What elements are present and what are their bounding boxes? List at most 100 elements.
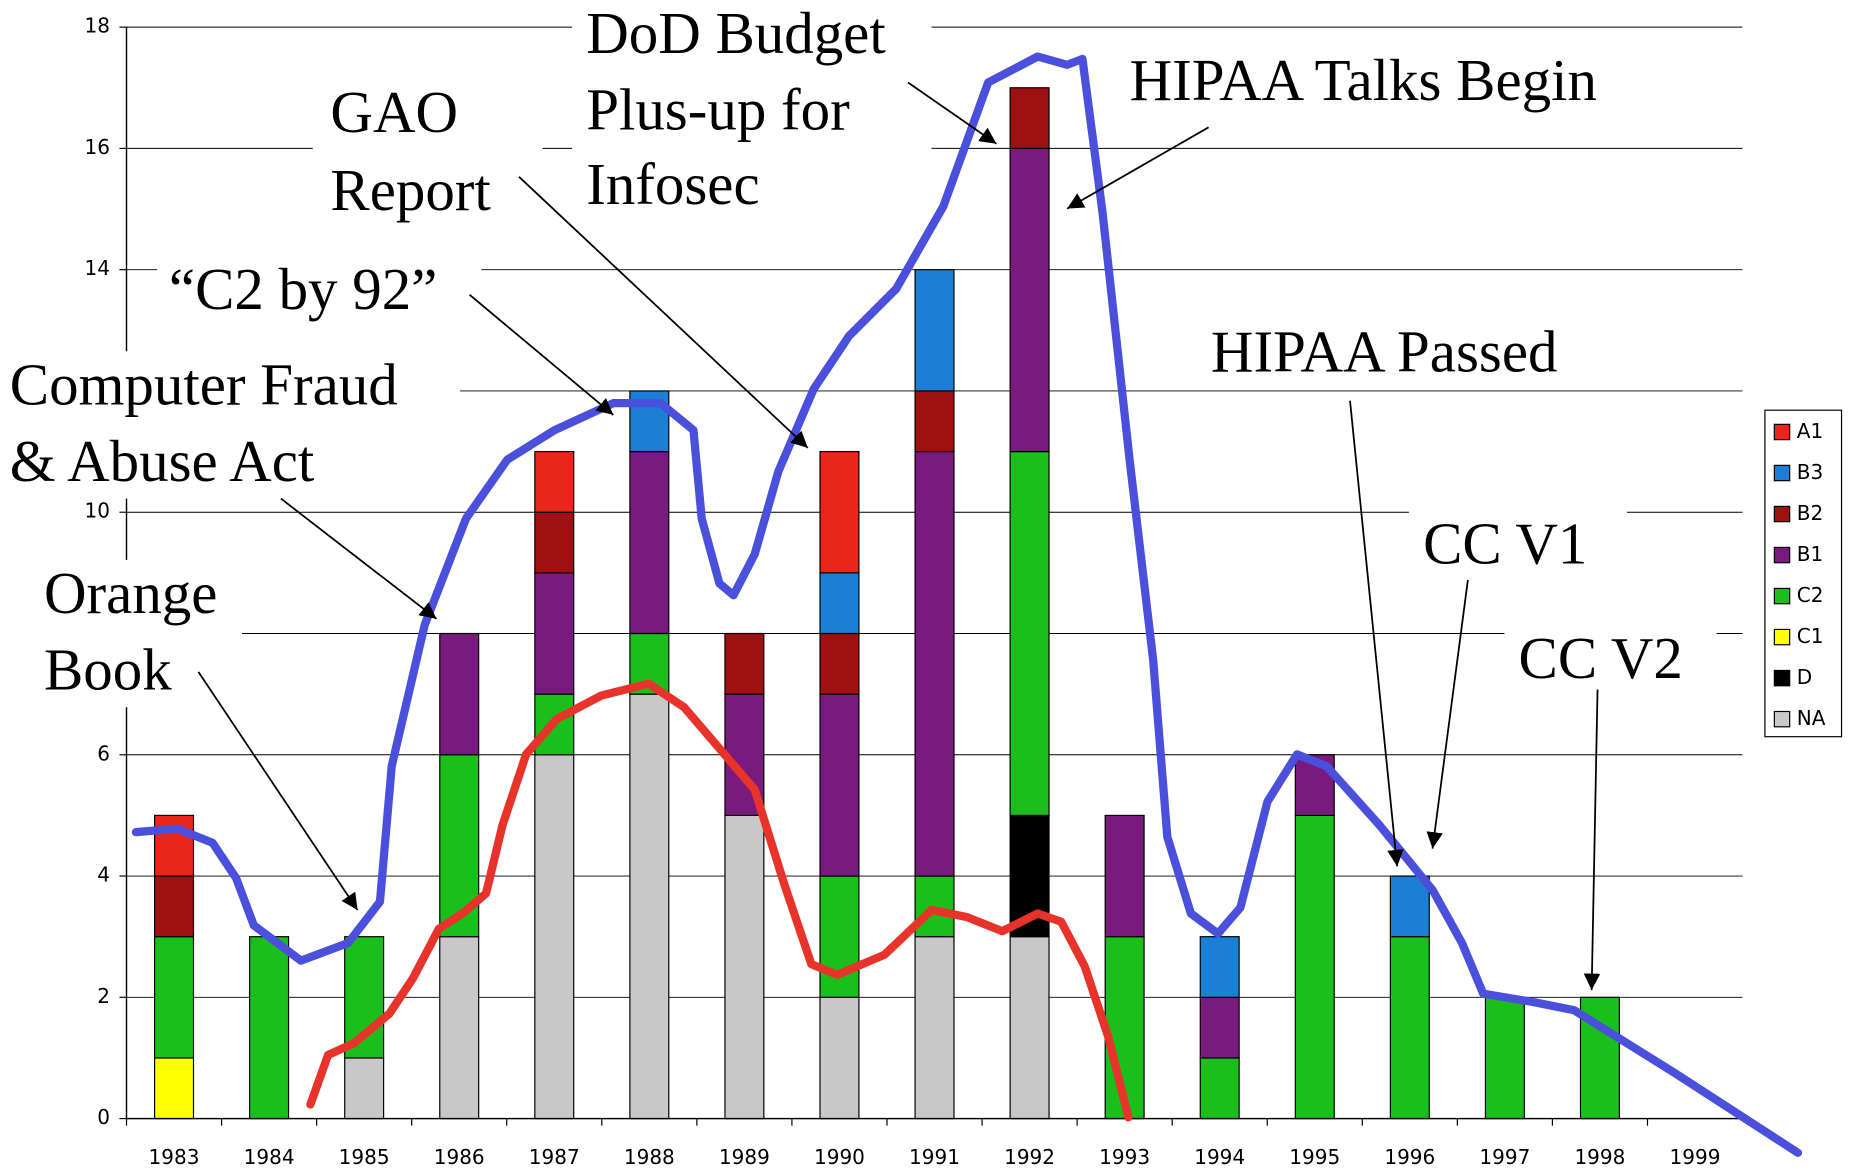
- x-tick-label: 1988: [624, 1145, 675, 1169]
- x-tick-label: 1997: [1479, 1145, 1530, 1169]
- red-curve: [306, 679, 1133, 1122]
- bar-segment: [1199, 996, 1240, 1059]
- bars: [154, 87, 1620, 1120]
- bar-segment: [1199, 1057, 1240, 1120]
- x-tick-label: 1998: [1574, 1145, 1625, 1169]
- legend-label: D: [1797, 665, 1812, 689]
- x-tick-label: 1983: [149, 1145, 200, 1169]
- annotation: Report: [330, 157, 491, 223]
- x-tick-label: 1986: [434, 1145, 485, 1169]
- y-tick-label: 2: [97, 984, 110, 1008]
- bar-segment: [154, 1057, 195, 1120]
- bar-segment: [914, 390, 955, 453]
- y-tick-label: 6: [97, 741, 110, 765]
- y-tick-label: 14: [85, 256, 110, 280]
- y-tick-label: 0: [97, 1105, 110, 1129]
- axis-labels: 0246810121416181983198419851986198719881…: [85, 14, 1721, 1170]
- bar-segment: [154, 875, 195, 938]
- annotation: CC V2: [1519, 625, 1683, 691]
- x-tick-label: 1995: [1289, 1145, 1340, 1169]
- annotation: Infosec: [586, 151, 759, 217]
- arrow: [1349, 400, 1404, 867]
- annotation: Plus-up for: [586, 77, 850, 143]
- bar-segment: [1294, 814, 1335, 1120]
- arrow: [1066, 126, 1210, 210]
- bar-segment: [914, 450, 955, 877]
- arrow: [197, 671, 359, 911]
- legend-swatch: [1773, 669, 1791, 687]
- bar-segment: [534, 450, 575, 513]
- annotation-box: [1193, 318, 1616, 389]
- legend-label: NA: [1797, 706, 1826, 730]
- y-tick-label: 4: [97, 863, 110, 887]
- bar-segment: [534, 754, 575, 1120]
- bar-segment: [1009, 87, 1050, 149]
- annotation-box: [1114, 47, 1657, 118]
- bar-segment: [1009, 936, 1050, 1120]
- bar-segment: [819, 572, 860, 635]
- legend-label: A1: [1797, 419, 1823, 443]
- bar-segment: [249, 936, 290, 1120]
- legend-swatch: [1773, 464, 1791, 482]
- arrow: [907, 81, 997, 145]
- annotation: HIPAA Talks Begin: [1130, 47, 1597, 113]
- annotation: HIPAA Passed: [1211, 318, 1558, 384]
- annotation-box: [1504, 624, 1717, 696]
- bar-segment: [439, 632, 480, 756]
- bar-segment: [629, 450, 670, 635]
- legend-label: C2: [1797, 583, 1824, 607]
- bar-segment: [1484, 996, 1525, 1120]
- x-tick-label: 1994: [1194, 1145, 1245, 1169]
- x-tick-label: 1989: [719, 1145, 770, 1169]
- annotation: & Abuse Act: [10, 428, 315, 494]
- annotation-box: [1408, 510, 1628, 582]
- annotation: DoD Budget: [586, 0, 886, 66]
- annotation: Orange: [44, 560, 217, 626]
- annotation-box: [157, 253, 482, 325]
- annotation: Computer Fraud: [10, 351, 398, 417]
- blue-curve: [131, 52, 1803, 1157]
- bar-segment: [914, 269, 955, 392]
- bar-segment: [1199, 936, 1240, 998]
- bar-segment: [439, 754, 480, 938]
- annotations: DoD Budget Plus-up for Infosec GAO Repor…: [0, 0, 1717, 703]
- legend-swatch: [1773, 710, 1791, 728]
- legend-swatch: [1773, 505, 1791, 523]
- bar-segment: [154, 814, 195, 877]
- legend-swatch: [1773, 423, 1791, 441]
- arrow: [1583, 689, 1601, 991]
- bar-segment: [154, 936, 195, 1059]
- arrow: [518, 176, 809, 449]
- x-tick-label: 1992: [1004, 1145, 1055, 1169]
- legend-label: B3: [1797, 460, 1823, 484]
- x-tick-label: 1984: [244, 1145, 295, 1169]
- bar-segment: [1389, 875, 1430, 938]
- annotation: GAO: [330, 79, 458, 145]
- y-tick-label: 18: [85, 14, 110, 38]
- x-tick-label: 1993: [1099, 1145, 1150, 1169]
- bar-segment: [1104, 814, 1145, 938]
- annotation-box: [312, 80, 543, 228]
- legend-label: B1: [1797, 542, 1823, 566]
- bar-segment: [819, 875, 860, 998]
- bar-segment: [1009, 147, 1050, 453]
- bar-segment: [534, 572, 575, 695]
- bar-segment: [819, 693, 860, 877]
- legend-label: B2: [1797, 501, 1823, 525]
- legend-swatch: [1773, 628, 1791, 646]
- annotation: “C2 by 92”: [169, 256, 437, 322]
- x-tick-label: 1999: [1670, 1145, 1721, 1169]
- x-tick-label: 1985: [339, 1145, 390, 1169]
- bar-segment: [534, 511, 575, 574]
- x-tick-label: 1991: [909, 1145, 960, 1169]
- x-tick-label: 1996: [1384, 1145, 1435, 1169]
- bar-segment: [629, 693, 670, 1120]
- arrow: [1426, 579, 1469, 849]
- annotation-box: [0, 351, 461, 499]
- arrow: [280, 497, 438, 620]
- legend-label: C1: [1797, 624, 1824, 648]
- legend-swatch: [1773, 587, 1791, 605]
- bar-segment: [724, 814, 765, 1120]
